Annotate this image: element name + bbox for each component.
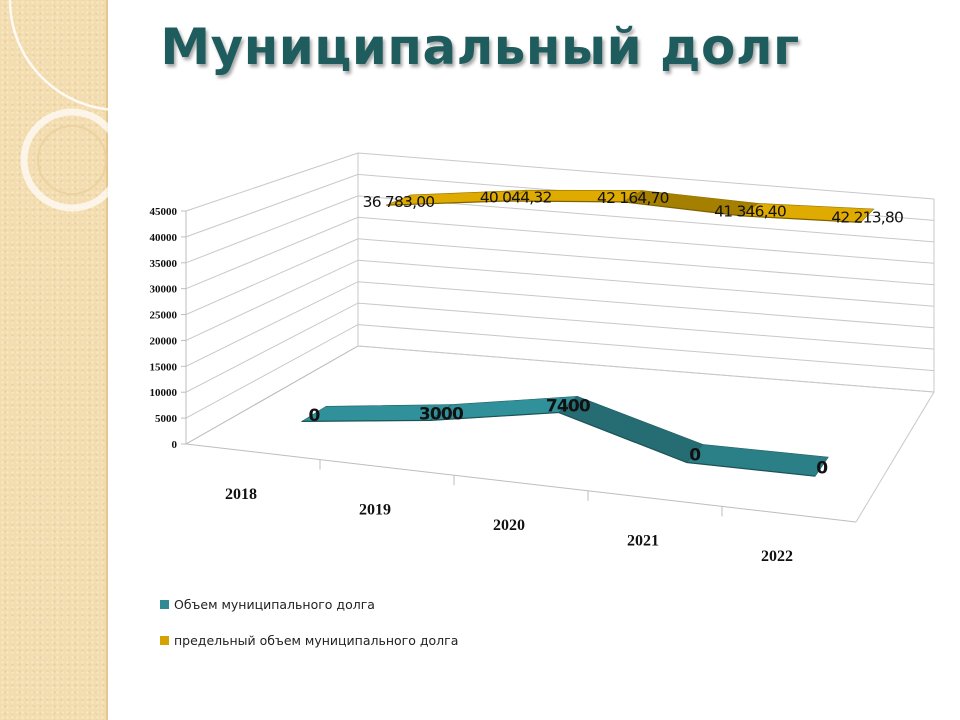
legend-label-limit: предельный объем муниципального долга	[174, 633, 459, 648]
decorative-circles	[8, 0, 232, 212]
y-tick-label: 45000	[150, 206, 178, 218]
grid-line	[185, 259, 935, 341]
series-ribbon-segment-1	[686, 444, 829, 477]
page-title: Муниципальный долг	[160, 18, 800, 76]
legend-swatch-limit	[160, 636, 169, 645]
data-label-series-2: 41 346,40	[714, 203, 786, 221]
grid-line	[185, 152, 935, 212]
x-tick-label: 2020	[493, 517, 525, 534]
data-label-series-1: 7400	[546, 396, 591, 416]
grid-line	[185, 302, 935, 393]
data-label-series-1: 0	[689, 445, 701, 465]
data-label-series-2: 42 164,70	[597, 189, 669, 207]
data-label-series-1: 3000	[419, 405, 464, 425]
legend-label-debt: Объем муниципального долга	[174, 597, 375, 612]
x-tick-label: 2021	[627, 533, 659, 550]
decorative-side-panel	[0, 0, 106, 720]
y-tick-label: 25000	[150, 310, 178, 322]
y-tick-label: 35000	[150, 258, 178, 270]
y-tick-label: 20000	[150, 335, 178, 347]
series-line-2	[386, 200, 861, 223]
data-label-series-2: 40 044,32	[480, 189, 552, 207]
x-axis-line	[185, 443, 857, 523]
grid-line	[185, 173, 935, 238]
y-tick-label: 40000	[150, 232, 178, 244]
y-tick-label: 15000	[150, 361, 178, 373]
legend-item-limit: предельный объем муниципального долга	[160, 633, 458, 648]
data-label-series-2: 42 213,80	[831, 209, 903, 227]
legend-swatch-debt	[160, 600, 169, 609]
x-tick-label: 2018	[225, 486, 257, 503]
data-label-series-2: 36 783,00	[363, 193, 435, 211]
grid-line	[185, 345, 935, 445]
grid-line	[185, 216, 935, 290]
x-tick-label: 2022	[761, 548, 793, 565]
floor-edge	[185, 345, 359, 445]
legend-item-debt: Объем муниципального долга	[160, 597, 375, 612]
grid-line	[185, 281, 935, 367]
side-panel-edge	[106, 0, 108, 720]
x-tick-label: 2019	[359, 501, 391, 518]
grid-line	[185, 195, 935, 264]
y-tick-label: 30000	[150, 284, 178, 296]
y-tick-label: 5000	[155, 413, 178, 425]
y-tick-label: 0	[172, 439, 178, 451]
y-tick-label: 10000	[150, 387, 178, 399]
data-label-series-1: 0	[816, 459, 828, 479]
data-label-series-1: 0	[308, 406, 320, 426]
floor-edge	[357, 345, 935, 523]
series-line-1	[301, 411, 816, 477]
